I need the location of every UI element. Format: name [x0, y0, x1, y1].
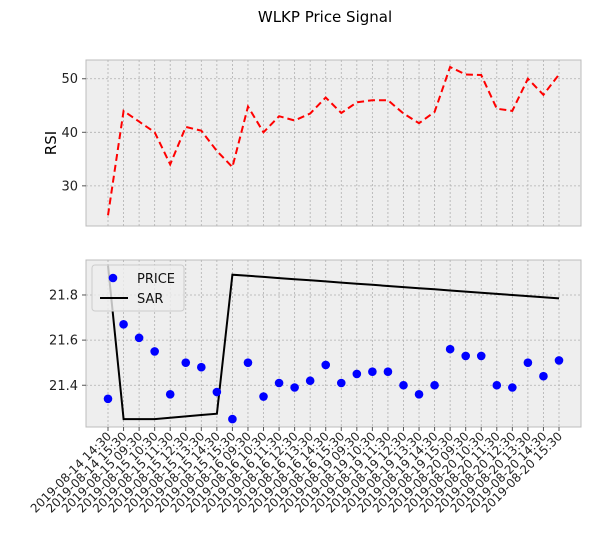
price-point [368, 367, 377, 377]
price-point [150, 347, 159, 356]
price-y-ticks: 21.4 21.6 21.8 [49, 288, 86, 394]
rsi-line [107, 65, 560, 216]
price-point [305, 376, 315, 386]
rsi-y-ticks: 30 40 50 [61, 72, 86, 194]
price-point [181, 358, 191, 367]
y-tick-label: 50 [61, 72, 78, 87]
price-point [321, 360, 331, 370]
legend-sar-label: SAR [137, 292, 163, 307]
price-point [523, 358, 533, 367]
y-tick-label: 21.6 [49, 334, 78, 349]
y-tick-label: 40 [61, 126, 78, 141]
price-point [274, 378, 284, 388]
price-point [352, 369, 362, 379]
price-point [414, 389, 424, 399]
rsi-plot-area [85, 59, 582, 227]
legend-price-label: PRICE [137, 272, 175, 287]
price-point [399, 380, 408, 390]
price-point [539, 371, 548, 381]
price-point [461, 351, 470, 361]
price-point [336, 378, 346, 388]
price-point [212, 387, 222, 397]
legend: PRICE SAR [91, 264, 185, 312]
rsi-y-axis-label: RSI [42, 131, 60, 155]
price-point [290, 383, 299, 392]
legend-price-marker [108, 273, 118, 283]
price-point [476, 351, 486, 361]
price-point [197, 362, 206, 372]
chart-title: WLKP Price Signal [258, 8, 392, 26]
price-point [508, 383, 517, 392]
rsi-panel: 30 40 50 RSI [42, 59, 582, 227]
price-point [383, 367, 393, 377]
price-panel: 21.4 21.6 21.8 2019-08-14 14:302019-08-14 … [28, 259, 582, 516]
sar-line [107, 265, 560, 421]
price-point [119, 320, 128, 329]
price-point [554, 356, 564, 365]
price-point [228, 414, 237, 424]
price-point [259, 392, 268, 401]
rsi-grid [86, 60, 581, 226]
price-point [103, 394, 113, 404]
price-point [430, 380, 439, 390]
price-point [243, 358, 253, 367]
y-tick-label: 30 [61, 179, 78, 194]
y-tick-label: 21.4 [49, 379, 78, 394]
rsi-series [107, 65, 560, 216]
price-point [492, 380, 502, 390]
price-point [165, 389, 175, 399]
price-series [103, 265, 564, 424]
price-point [134, 333, 144, 343]
y-tick-label: 21.8 [49, 288, 78, 303]
price-point [445, 344, 455, 354]
